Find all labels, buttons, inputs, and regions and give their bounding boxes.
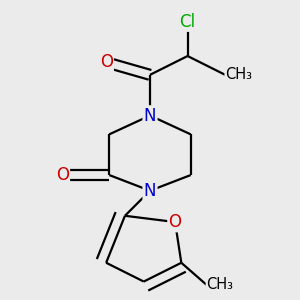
Text: O: O — [56, 166, 69, 184]
Text: N: N — [144, 182, 156, 200]
Text: O: O — [100, 53, 112, 71]
Text: CH₃: CH₃ — [225, 67, 252, 82]
Text: N: N — [144, 106, 156, 124]
Text: Cl: Cl — [179, 13, 196, 31]
Text: O: O — [169, 213, 182, 231]
Text: CH₃: CH₃ — [206, 277, 233, 292]
